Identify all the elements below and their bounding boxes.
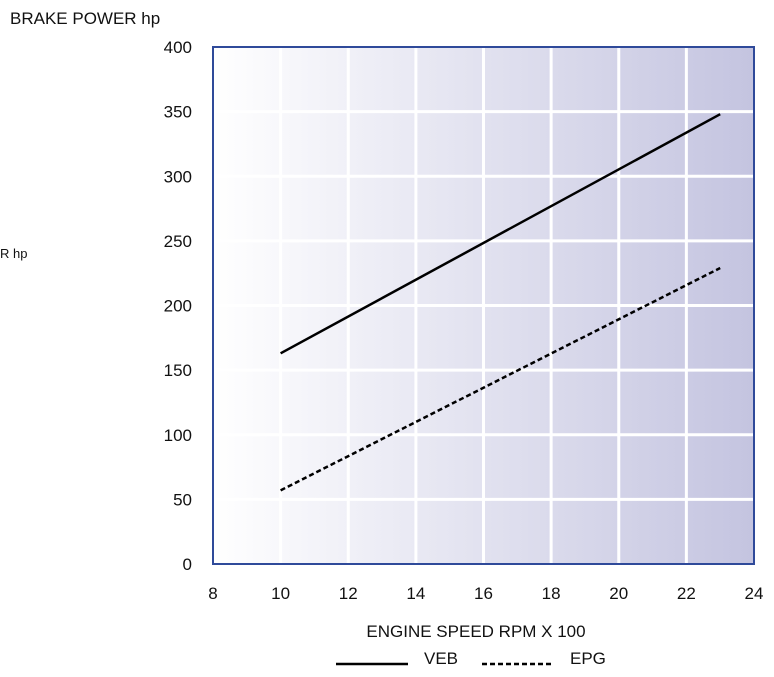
x-tick-label: 10 <box>271 584 290 603</box>
y-tick-label: 0 <box>183 555 192 574</box>
y-tick-labels: 0 50 100 150 200 250 300 350 400 <box>164 38 192 574</box>
x-tick-label: 24 <box>745 584 764 603</box>
series-line-veb <box>280 113 721 355</box>
x-axis-title: ENGINE SPEED RPM X 100 <box>366 622 585 641</box>
y-tick-label: 50 <box>173 490 192 509</box>
y-tick-label: 400 <box>164 38 192 57</box>
y-axis-title: BRAKE POWER hp <box>10 9 160 28</box>
y-tick-label: 250 <box>164 232 192 251</box>
side-label-fragment: R hp <box>0 246 27 261</box>
x-tick-label: 16 <box>474 584 493 603</box>
x-tick-label: 22 <box>677 584 696 603</box>
y-tick-label: 300 <box>164 167 192 186</box>
y-tick-label: 200 <box>164 297 192 316</box>
x-tick-label: 14 <box>406 584 425 603</box>
series-layer <box>280 113 721 492</box>
series-line-epg <box>280 266 721 492</box>
legend-label-epg: EPG <box>570 649 606 668</box>
legend-label-veb: VEB <box>424 649 458 668</box>
y-tick-label: 150 <box>164 361 192 380</box>
gridlines <box>213 47 754 564</box>
x-tick-label: 18 <box>542 584 561 603</box>
legend: VEB EPG <box>336 649 606 668</box>
x-tick-label: 8 <box>208 584 217 603</box>
x-tick-labels: 8 10 12 14 16 18 20 22 24 <box>208 584 763 603</box>
y-tick-label: 100 <box>164 426 192 445</box>
y-tick-label: 350 <box>164 103 192 122</box>
plot-frame <box>212 46 755 565</box>
x-tick-label: 12 <box>339 584 358 603</box>
x-tick-label: 20 <box>609 584 628 603</box>
